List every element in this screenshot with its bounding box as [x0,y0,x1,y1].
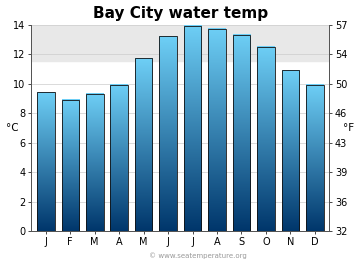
Title: Bay City water temp: Bay City water temp [93,5,268,21]
Bar [111,85,128,231]
Bar [208,29,226,231]
Bar [257,47,275,231]
Bar [184,26,201,231]
Bar [86,94,104,231]
Bar [306,85,324,231]
Bar [233,35,250,231]
Bar [62,100,79,231]
Text: © www.seatemperature.org: © www.seatemperature.org [149,252,247,259]
Bar [159,36,177,231]
Bar [31,24,329,61]
Y-axis label: °C: °C [5,123,18,133]
Bar [37,92,55,231]
Bar [282,70,299,231]
Bar [135,58,152,231]
Y-axis label: °F: °F [343,123,355,133]
